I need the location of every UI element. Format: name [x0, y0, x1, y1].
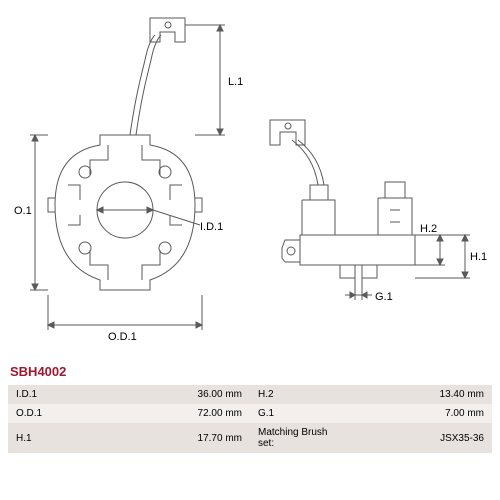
part-number: SBH4002	[8, 360, 492, 385]
table-row: H.117.70 mmMatching Brush set:JSX35-36	[8, 423, 492, 453]
technical-drawing: L.1 O.1 I.D.1 O.D.1 H.2 H.1 G.1	[0, 0, 500, 355]
spec-value: 7.00 mm	[347, 404, 492, 423]
spec-label: O.D.1	[8, 404, 105, 423]
label-o1: O.1	[14, 205, 32, 217]
label-l1: L.1	[228, 76, 243, 88]
spec-value: 36.00 mm	[105, 385, 250, 404]
spec-label: H.2	[250, 385, 347, 404]
label-od1: O.D.1	[108, 331, 137, 343]
spec-value: 17.70 mm	[105, 423, 250, 453]
table-row: O.D.172.00 mmG.17.00 mm	[8, 404, 492, 423]
table-row: I.D.136.00 mmH.213.40 mm	[8, 385, 492, 404]
spec-value: JSX35-36	[347, 423, 492, 453]
spec-value: 72.00 mm	[105, 404, 250, 423]
spec-value: 13.40 mm	[347, 385, 492, 404]
label-id1: I.D.1	[200, 221, 223, 233]
spec-label: H.1	[8, 423, 105, 453]
label-h2: H.2	[420, 223, 437, 235]
label-h1: H.1	[470, 251, 487, 263]
spec-label: I.D.1	[8, 385, 105, 404]
label-g1: G.1	[375, 291, 393, 303]
spec-table: I.D.136.00 mmH.213.40 mmO.D.172.00 mmG.1…	[8, 385, 492, 453]
spec-label: G.1	[250, 404, 347, 423]
spec-label: Matching Brush set:	[250, 423, 347, 453]
spec-section: SBH4002 I.D.136.00 mmH.213.40 mmO.D.172.…	[8, 360, 492, 453]
